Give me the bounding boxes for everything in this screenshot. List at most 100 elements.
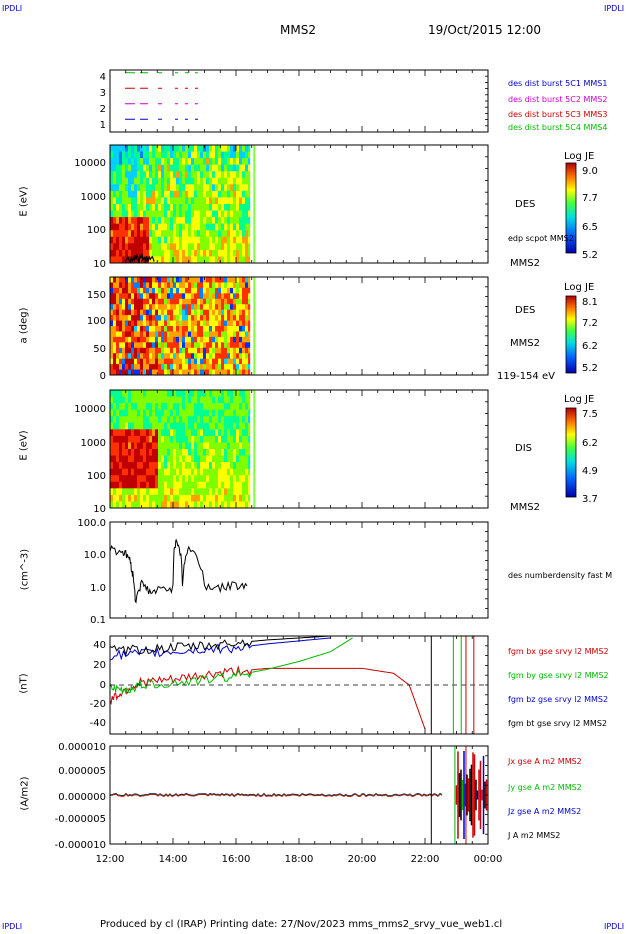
cb-tick: 9.0 (582, 166, 598, 177)
xtick-label: 20:00 (348, 854, 377, 865)
colorbar-3 (565, 407, 577, 498)
cb-tick: 6.2 (582, 438, 598, 449)
panel-frame-1 (109, 69, 489, 133)
side-label-mms2-c: MMS2 (510, 502, 540, 513)
cb-tick: 8.1 (582, 297, 598, 308)
heatmap-des-p (110, 277, 256, 376)
plot-title: MMS2 (280, 23, 316, 37)
ytick-current: -0.000005 (55, 814, 106, 825)
cb-tick: 6.2 (582, 341, 598, 352)
cb-tick: 6.5 (582, 222, 598, 233)
side-label-mms2-b: MMS2 (510, 338, 540, 349)
ytick-density: 1.0 (90, 583, 106, 594)
xtick-label: 18:00 (285, 854, 314, 865)
heatmap-des-e (110, 145, 256, 264)
legend-jz: Jz gse A m2 MMS2 (508, 807, 582, 816)
current-series-4 (110, 793, 443, 798)
cb-tick: 7.7 (582, 193, 598, 204)
ytick-des-energy: 1000 (81, 192, 106, 203)
ytick-des-pitch: 100 (87, 316, 106, 327)
ylabel-des-energy: E (eV) (18, 186, 30, 217)
footer-credit: Produced by cl (IRAP) Printing date: 27/… (100, 919, 503, 930)
ytick-fgm: 40 (93, 640, 106, 651)
cb-tick: 3.7 (582, 494, 598, 505)
ylabel-fgm: (nT) (18, 673, 30, 694)
fgm-series-bt (110, 636, 331, 657)
ytick-density: 0.1 (90, 615, 106, 626)
colorbar-title-des-energy: Log JE (564, 151, 595, 162)
cb-tick: 7.2 (582, 318, 598, 329)
heatmap-dis-e (110, 390, 256, 509)
ytick-dis-energy: 1000 (81, 438, 106, 449)
ytick-dis-energy: 100 (87, 471, 106, 482)
xtick-label: 12:00 (96, 854, 125, 865)
xtick-label: 14:00 (159, 854, 188, 865)
colorbar-2 (565, 295, 577, 374)
ytick-current: 0.000010 (58, 742, 106, 753)
ytick-availability: 2 (100, 104, 106, 115)
ytick-des-energy: 10000 (74, 158, 106, 169)
legend-fgm-bz: fgm bz gse srvy l2 MMS2 (508, 695, 609, 704)
legend-density: des numberdensity fast M (508, 571, 613, 580)
side-label-des: DES (515, 199, 536, 210)
ytick-des-energy: 100 (87, 225, 106, 236)
ytick-des-pitch: 150 (87, 290, 106, 301)
ytick-fgm: 20 (93, 660, 106, 671)
corner-mark-top-left: IPDLI (2, 4, 23, 13)
ytick-des-energy: 10 (93, 259, 106, 270)
legend-des-burst-mms1: des dist burst 5C1 MMS1 (508, 79, 608, 88)
ylabel-des-pitch: a (deg) (18, 307, 30, 344)
colorbar-title-dis: Log JE (564, 394, 595, 405)
ytick-density: 10.0 (84, 550, 106, 561)
fgm-lines (110, 636, 426, 730)
legend-des-burst-mms4: des dist burst 5C4 MMS4 (508, 123, 608, 132)
legend-fgm-bt: fgm bt gse srvy l2 MMS2 (508, 719, 607, 728)
panel-frame-5 (109, 521, 489, 619)
legend-fgm-by: fgm by gse srvy l2 MMS2 (508, 671, 609, 680)
colorbar-title-des-pitch: Log JE (564, 282, 595, 293)
scpot-trace (125, 253, 155, 264)
cb-tick: 7.5 (582, 409, 598, 420)
legend-fgm-bx: fgm bx gse srvy l2 MMS2 (508, 647, 609, 656)
corner-mark-top-right: IPDLI (604, 4, 625, 13)
side-label-edp-scpot: edp scpot MMS2 (508, 234, 574, 243)
ytick-availability: 4 (100, 72, 106, 83)
ytick-dis-energy: 10 (93, 504, 106, 515)
legend-j: J A m2 MMS2 (508, 831, 561, 840)
ytick-des-pitch: 50 (93, 344, 106, 355)
ytick-fgm: -40 (90, 718, 106, 729)
ylabel-dis-energy: E (eV) (18, 430, 30, 461)
ytick-availability: 1 (100, 120, 106, 131)
legend-jx: Jx gse A m2 MMS2 (508, 757, 582, 766)
fgm-series-bx (110, 665, 426, 730)
ytick-current: 0.000005 (58, 766, 106, 777)
side-label-mms2-a: MMS2 (510, 258, 540, 269)
xtick-label: 16:00 (222, 854, 251, 865)
ytick-current: -0.000010 (55, 840, 106, 851)
side-label-dis: DIS (515, 443, 532, 454)
cb-tick: 4.9 (582, 466, 598, 477)
ytick-des-pitch: 0 (100, 371, 106, 382)
corner-mark-bottom-left: IPDLI (2, 922, 23, 931)
ytick-fgm: 0 (100, 680, 106, 691)
ytick-fgm: -20 (90, 699, 106, 710)
density-line (109, 538, 248, 604)
fgm-series-bz (110, 637, 331, 661)
ytick-dis-energy: 10000 (74, 404, 106, 415)
side-label-energy-range: 119-154 eV (497, 371, 555, 382)
plot-date: 19/Oct/2015 12:00 (428, 23, 542, 37)
legend-des-burst-mms3: des dist burst 5C3 MMS3 (508, 110, 608, 119)
fgm-series-by (110, 637, 353, 695)
legend-jy: Jy gse A m2 MMS2 (508, 783, 582, 792)
side-label-des-pitch: DES (515, 305, 536, 316)
current-lines (110, 751, 488, 839)
ylabel-density: (cm^-3) (19, 548, 31, 591)
xtick-label: 00:00 (474, 854, 503, 865)
corner-mark-bottom-right: IPDLI (604, 922, 625, 931)
cb-tick: 5.2 (582, 250, 598, 261)
colorbar-1 (565, 162, 577, 254)
ytick-current: 0.000000 (58, 792, 106, 803)
xtick-label: 22:00 (411, 854, 440, 865)
legend-des-burst-mms2: des dist burst 5C2 MMS2 (508, 95, 608, 104)
